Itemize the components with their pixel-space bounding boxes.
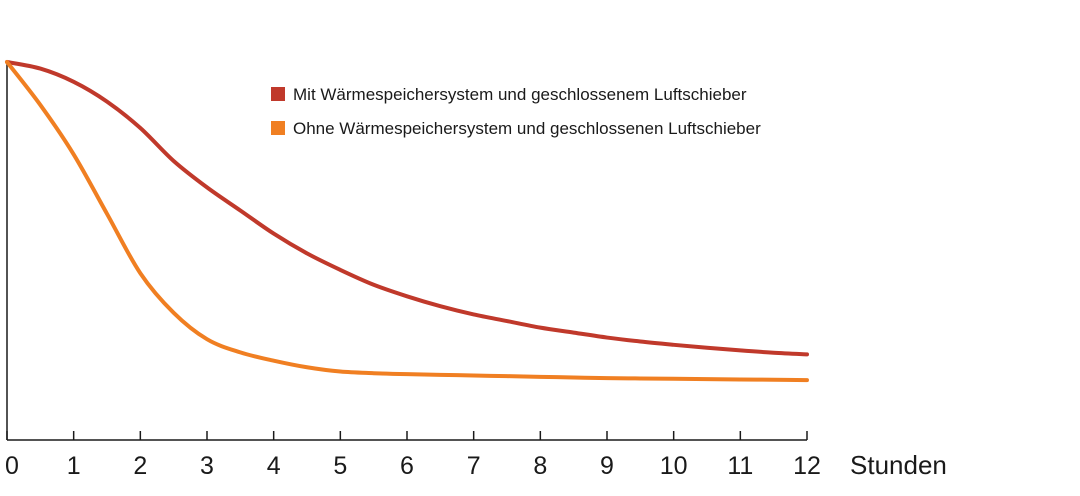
legend-swatch-2 xyxy=(271,121,285,135)
x-tick-label: 8 xyxy=(533,452,547,480)
axes: 0 1 2 3 4 5 6 7 8 9 10 11 12 Stunden xyxy=(5,60,947,480)
series-line-2 xyxy=(5,60,809,383)
x-tick-label: 4 xyxy=(267,452,281,480)
x-tick-label: 1 xyxy=(67,452,81,480)
legend-label-1: Mit Wärmespeichersystem und geschlossene… xyxy=(293,85,747,104)
legend-label-2: Ohne Wärmespeichersystem und geschlossen… xyxy=(293,119,761,138)
x-tick-label: 11 xyxy=(727,452,753,480)
x-tick-label: 12 xyxy=(793,452,821,480)
x-tick-label: 5 xyxy=(333,452,347,480)
x-tick-label: 7 xyxy=(467,452,481,480)
x-tick-label: 6 xyxy=(400,452,414,480)
series-group xyxy=(5,60,809,383)
x-tick-label: 3 xyxy=(200,452,214,480)
x-tick-label: 0 xyxy=(5,452,19,480)
series-line-1 xyxy=(5,60,809,357)
x-ticks: 0 1 2 3 4 5 6 7 8 9 10 11 12 xyxy=(5,431,821,480)
x-tick-label: 9 xyxy=(600,452,614,480)
x-tick-label: 2 xyxy=(133,452,147,480)
legend-swatch-1 xyxy=(271,87,285,101)
x-tick-label: 10 xyxy=(660,452,688,480)
x-axis-title: Stunden xyxy=(850,450,947,480)
legend: Mit Wärmespeichersystem und geschlossene… xyxy=(271,85,761,138)
